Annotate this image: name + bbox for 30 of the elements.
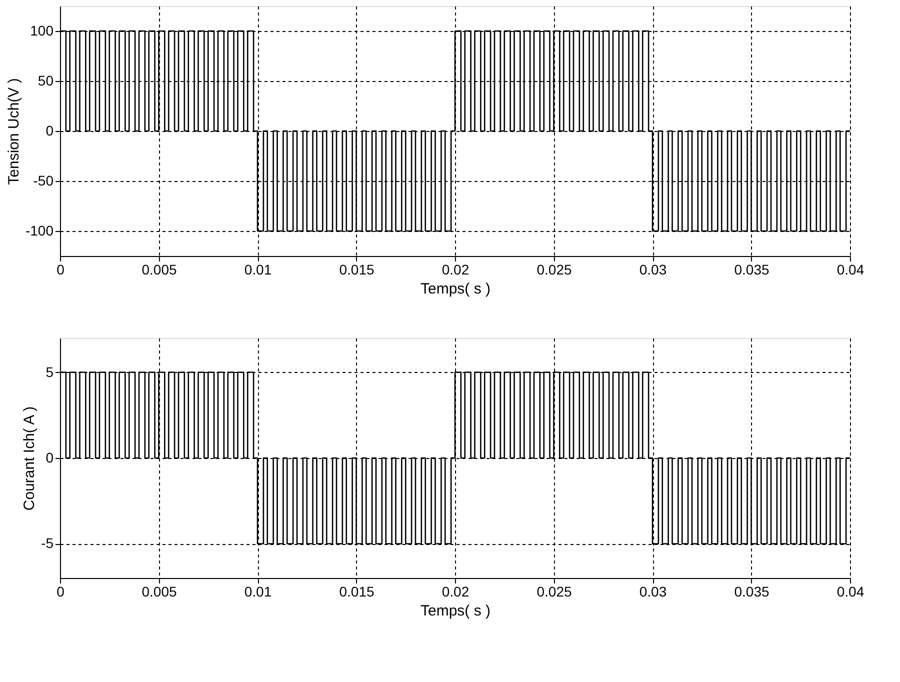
x-tick-label: 0.01: [244, 262, 272, 278]
y-tick-label: -100: [25, 222, 54, 238]
y-axis-title: Courant Ich( A ): [21, 406, 38, 511]
y-tick-label: 5: [46, 364, 54, 380]
x-tick-label: 0.04: [836, 262, 864, 278]
x-tick-label: 0.015: [339, 584, 374, 600]
x-tick-label: 0.005: [142, 584, 177, 600]
x-tick-label: 0: [56, 584, 65, 600]
y-tick-label: 0: [46, 122, 54, 138]
x-tick-label: 0.035: [734, 584, 770, 600]
x-tick-label: 0.04: [836, 584, 864, 600]
y-tick-label: 50: [38, 72, 54, 88]
x-tick-label: 0.035: [734, 262, 770, 278]
x-tick-label: 0.025: [536, 584, 572, 600]
x-tick-label: 0.03: [639, 262, 667, 278]
x-axis-title: Temps( s ): [420, 280, 491, 298]
y-tick-label: 0: [46, 450, 54, 466]
x-tick-label: 0.02: [442, 262, 470, 278]
x-tick-label: 0.03: [639, 584, 667, 600]
x-tick-label: 0.02: [442, 584, 470, 600]
x-tick-label: 0.025: [536, 262, 572, 278]
y-axis-title: Tension Uch(V ): [5, 78, 22, 185]
y-tick-label: -5: [41, 535, 54, 552]
x-tick-label: 0.01: [244, 584, 272, 600]
x-tick-label: 0: [56, 262, 65, 278]
y-tick-label: 100: [30, 22, 54, 38]
x-tick-label: 0.005: [142, 262, 177, 278]
x-tick-label: 0.015: [339, 262, 374, 278]
y-tick-label: -50: [33, 172, 54, 188]
x-axis-title: Temps( s ): [420, 602, 491, 620]
